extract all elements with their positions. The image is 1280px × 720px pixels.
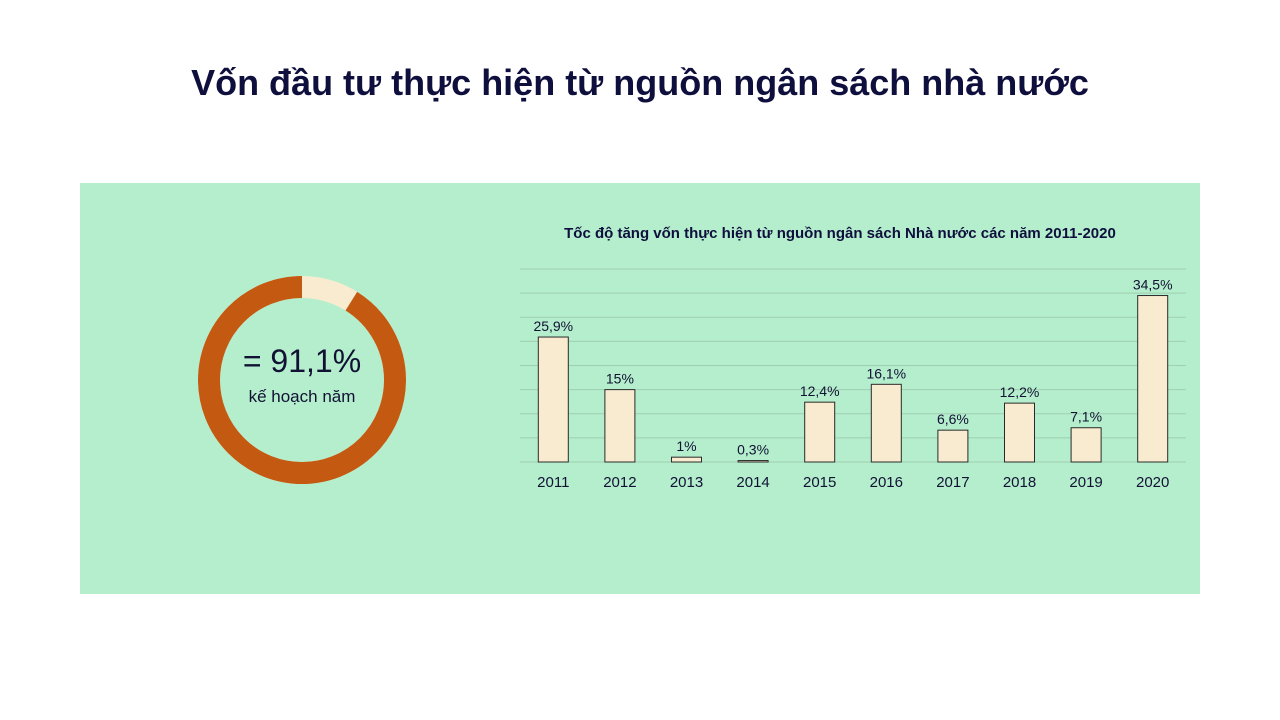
x-tick-label-2015: 2015 (803, 474, 836, 491)
donut-svg (198, 276, 406, 484)
x-tick-label-2019: 2019 (1069, 474, 1102, 491)
bar-2015 (804, 401, 836, 463)
bar-2016 (870, 383, 902, 463)
x-tick-label-2018: 2018 (1003, 474, 1036, 491)
x-tick-label-2017: 2017 (936, 474, 969, 491)
donut-filled-arc (198, 276, 406, 484)
data-label-2017: 6,6% (937, 411, 969, 427)
bar-2019 (1070, 427, 1102, 463)
donut-caption: kế hoạch năm (248, 387, 356, 406)
data-label-2014: 0,3% (737, 442, 769, 458)
data-label-2012: 15% (606, 371, 634, 387)
data-label-2020: 34,5% (1133, 277, 1173, 293)
bar-2011 (537, 336, 569, 463)
bar-2012 (604, 389, 636, 463)
chart-panel: = 91,1% kế hoạch năm Tốc độ tăng vốn thự… (80, 183, 1200, 594)
bar-2014 (737, 460, 769, 463)
donut-value-label: = 91,1% (242, 343, 362, 379)
page-title: Vốn đầu tư thực hiện từ nguồn ngân sách … (191, 62, 1089, 103)
x-tick-label-2012: 2012 (603, 474, 636, 491)
bar-2020 (1137, 295, 1169, 463)
data-label-2019: 7,1% (1070, 409, 1102, 425)
data-label-2015: 12,4% (800, 383, 840, 399)
bar-chart-title: Tốc độ tăng vốn thực hiện từ nguồn ngân … (564, 225, 1116, 242)
bar-2018 (1004, 402, 1035, 463)
data-label-2011: 25,9% (533, 318, 573, 334)
x-tick-label-2014: 2014 (736, 474, 769, 491)
data-label-2013: 1% (676, 438, 696, 454)
bar-2017 (937, 429, 969, 463)
x-tick-label-2020: 2020 (1136, 474, 1169, 491)
x-tick-label-2013: 2013 (670, 474, 703, 491)
donut-chart: = 91,1% kế hoạch năm (197, 275, 407, 485)
data-label-2016: 16,1% (866, 365, 906, 381)
x-tick-label-2011: 2011 (537, 474, 569, 491)
data-label-2018: 12,2% (1000, 384, 1040, 400)
bar-2013 (671, 456, 702, 463)
bar-chart: 25,9% 2011 15% 2012 1% 2013 0,3% 2014 12,4% 2015 1… (520, 268, 1186, 491)
x-tick-label-2016: 2016 (870, 474, 903, 491)
